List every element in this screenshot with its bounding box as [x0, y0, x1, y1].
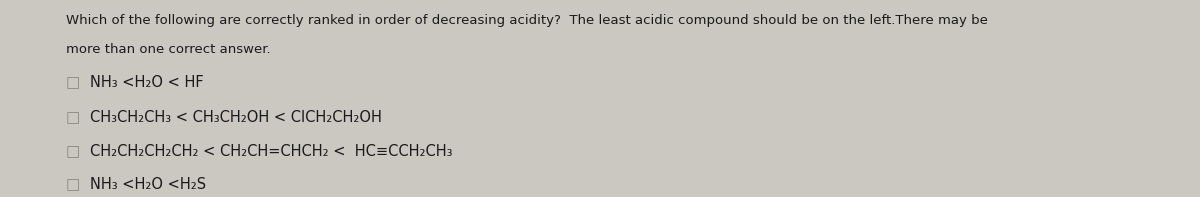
Text: Which of the following are correctly ranked in order of decreasing acidity?  The: Which of the following are correctly ran…: [66, 14, 988, 27]
Text: □: □: [66, 110, 80, 125]
Text: CH₃CH₂CH₃ < CH₃CH₂OH < ClCH₂CH₂OH: CH₃CH₂CH₃ < CH₃CH₂OH < ClCH₂CH₂OH: [90, 110, 382, 125]
Text: CH₂CH₂CH₂CH₂ < CH₂CH=CHCH₂ <  HC≡CCH₂CH₃: CH₂CH₂CH₂CH₂ < CH₂CH=CHCH₂ < HC≡CCH₂CH₃: [90, 144, 452, 159]
Text: □: □: [66, 144, 80, 159]
Text: more than one correct answer.: more than one correct answer.: [66, 43, 271, 56]
Text: □: □: [66, 177, 80, 192]
Text: NH₃ <H₂O <H₂S: NH₃ <H₂O <H₂S: [90, 177, 206, 192]
Text: NH₃ <H₂O < HF: NH₃ <H₂O < HF: [90, 75, 204, 90]
Text: □: □: [66, 75, 80, 90]
